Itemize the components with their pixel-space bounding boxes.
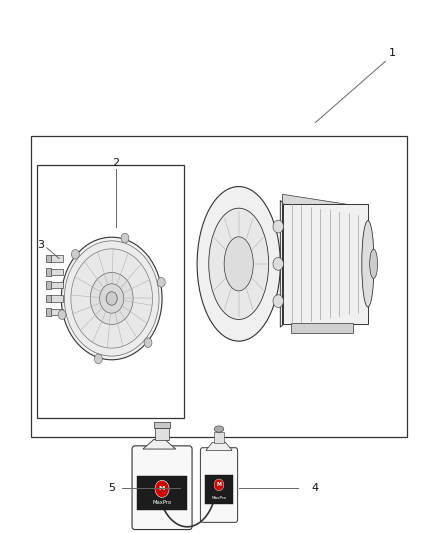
- Ellipse shape: [224, 237, 253, 291]
- Bar: [50, 269, 63, 275]
- Polygon shape: [283, 194, 368, 217]
- Ellipse shape: [209, 208, 268, 319]
- Text: M: M: [216, 482, 222, 487]
- Bar: [137, 475, 187, 511]
- Ellipse shape: [93, 292, 102, 305]
- Bar: [155, 429, 169, 440]
- Circle shape: [273, 220, 283, 233]
- Ellipse shape: [99, 284, 124, 313]
- Ellipse shape: [90, 286, 106, 311]
- Bar: [46, 281, 51, 289]
- Text: 3: 3: [37, 240, 44, 250]
- Bar: [50, 295, 63, 302]
- Bar: [50, 309, 63, 315]
- Circle shape: [273, 257, 283, 270]
- Ellipse shape: [214, 426, 224, 432]
- Ellipse shape: [106, 292, 117, 305]
- Bar: [46, 268, 51, 276]
- Text: 1: 1: [389, 49, 396, 58]
- Bar: [46, 308, 51, 316]
- Circle shape: [155, 480, 169, 497]
- Ellipse shape: [84, 240, 112, 357]
- Bar: [205, 474, 233, 504]
- Bar: [37, 165, 184, 418]
- FancyBboxPatch shape: [132, 446, 192, 529]
- Circle shape: [71, 249, 79, 259]
- Circle shape: [273, 295, 283, 308]
- Bar: [154, 422, 170, 429]
- Bar: [214, 432, 224, 443]
- Ellipse shape: [64, 241, 159, 356]
- Text: 4: 4: [312, 483, 319, 492]
- Text: MaxPro: MaxPro: [212, 496, 226, 499]
- Bar: [50, 255, 63, 262]
- Ellipse shape: [90, 272, 133, 325]
- Circle shape: [214, 479, 224, 491]
- Bar: [50, 282, 63, 288]
- Ellipse shape: [61, 237, 162, 360]
- Text: M: M: [159, 487, 165, 491]
- Polygon shape: [143, 439, 176, 449]
- Polygon shape: [206, 442, 232, 450]
- FancyBboxPatch shape: [201, 448, 237, 522]
- Circle shape: [157, 278, 165, 287]
- Bar: [283, 204, 368, 324]
- Ellipse shape: [197, 187, 280, 341]
- Polygon shape: [280, 200, 283, 327]
- Bar: [31, 136, 407, 437]
- Bar: [46, 295, 51, 302]
- Bar: [291, 323, 353, 334]
- Text: MaxPro: MaxPro: [152, 500, 172, 505]
- Text: 2: 2: [113, 158, 120, 167]
- Ellipse shape: [71, 249, 152, 348]
- Circle shape: [144, 338, 152, 348]
- Ellipse shape: [370, 249, 378, 278]
- Circle shape: [95, 354, 102, 364]
- Circle shape: [58, 310, 66, 319]
- Bar: [46, 255, 51, 262]
- Ellipse shape: [362, 221, 374, 307]
- Circle shape: [121, 233, 129, 243]
- Text: 5: 5: [108, 483, 115, 492]
